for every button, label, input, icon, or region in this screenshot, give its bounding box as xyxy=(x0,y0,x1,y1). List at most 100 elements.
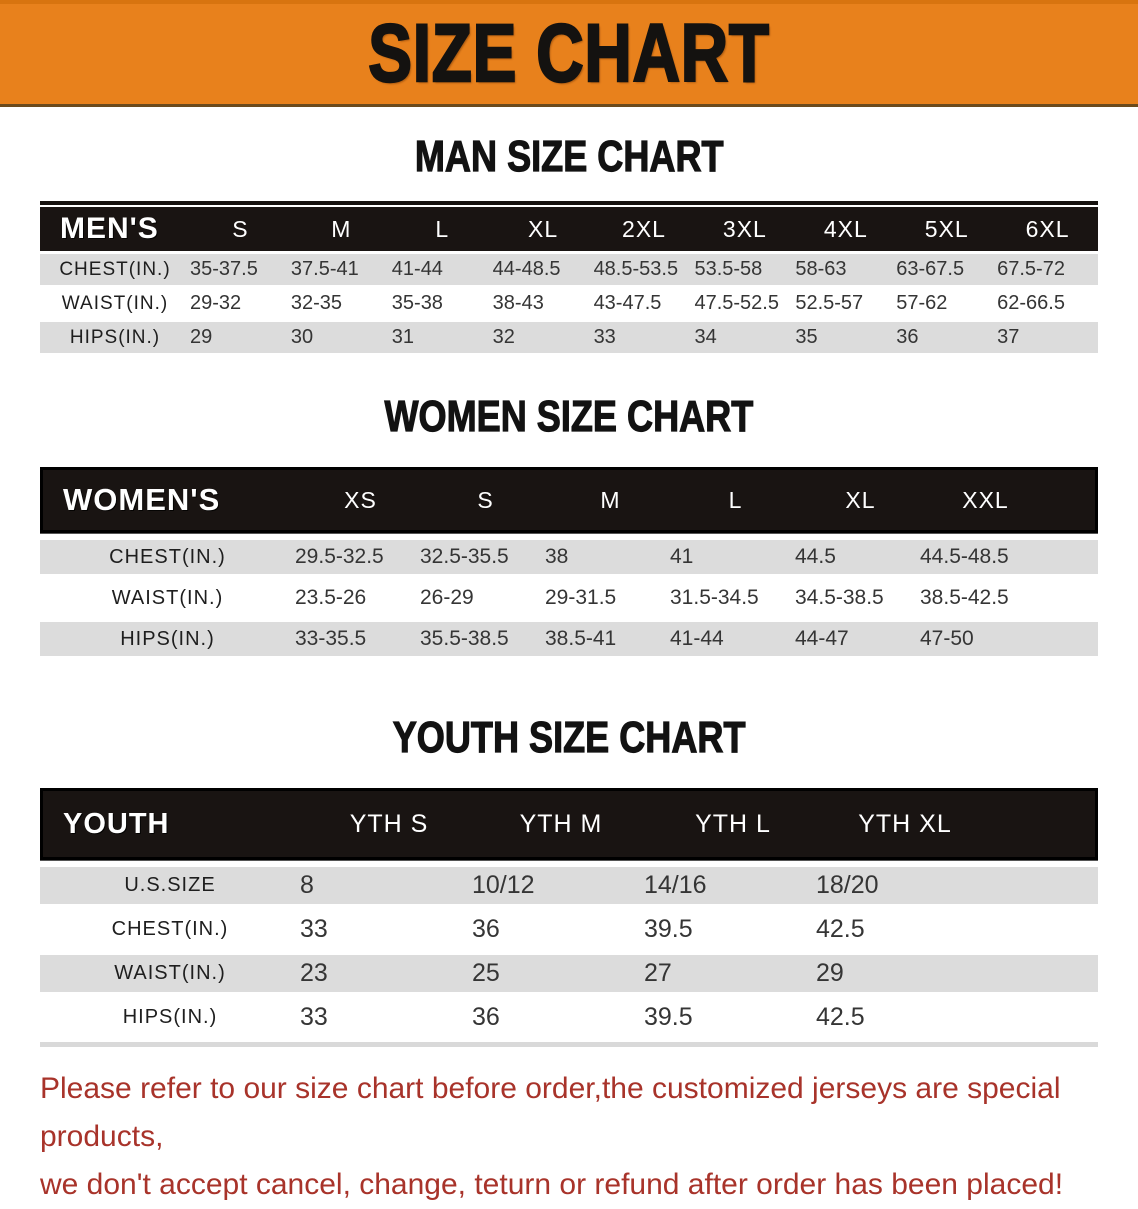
youth-table-label: YOUTH xyxy=(63,807,170,840)
women-section-heading: WOMEN SIZE CHART xyxy=(0,392,1138,441)
women-column-header: XL xyxy=(845,486,876,513)
row-label: U.S.SIZE xyxy=(124,874,216,896)
data-cell: 38.5-42.5 xyxy=(920,586,1009,609)
youth-ussize-row: U.S.SIZE 8 10/12 14/16 18/20 xyxy=(40,867,1098,904)
row-label: WAIST(IN.) xyxy=(114,962,226,984)
men-column-header: 5XL xyxy=(924,215,969,242)
men-section-heading: MAN SIZE CHART xyxy=(0,134,1138,179)
data-cell: 29-32 xyxy=(190,292,242,314)
disclaimer-line-2: we don't accept cancel, change, teturn o… xyxy=(40,1168,1064,1201)
row-label: WAIST(IN.) xyxy=(111,586,224,609)
youth-column-header: YTH L xyxy=(695,809,771,838)
banner-title: SIZE CHART xyxy=(367,8,770,99)
youth-section-heading-text: YOUTH SIZE CHART xyxy=(392,713,746,762)
men-column-header: 6XL xyxy=(1025,215,1070,242)
data-cell: 35-38 xyxy=(391,292,443,314)
women-column-header: XS xyxy=(344,486,377,513)
data-cell: 38-43 xyxy=(492,292,544,314)
row-label: CHEST(IN.) xyxy=(111,918,229,940)
data-cell: 41-44 xyxy=(391,258,443,280)
women-column-header: M xyxy=(600,486,621,513)
data-cell: 29.5-32.5 xyxy=(295,545,384,568)
size-chart-banner: SIZE CHART xyxy=(0,0,1138,107)
data-cell: 34.5-38.5 xyxy=(795,586,884,609)
data-cell: 10/12 xyxy=(472,871,535,899)
women-section-heading-text: WOMEN SIZE CHART xyxy=(384,392,754,441)
data-cell: 62-66.5 xyxy=(997,292,1065,314)
youth-column-header: YTH XL xyxy=(858,809,952,838)
women-table-header-row: WOMEN'S XS S M L XL XXL xyxy=(40,467,1098,533)
women-column-header: XXL xyxy=(962,486,1009,513)
men-column-header: S xyxy=(232,215,249,242)
data-cell: 29-31.5 xyxy=(545,586,617,609)
data-cell: 67.5-72 xyxy=(997,258,1065,280)
data-cell: 31 xyxy=(391,326,415,348)
women-chest-row: CHEST(IN.) 29.5-32.5 32.5-35.5 38 41 44.… xyxy=(40,540,1098,574)
data-cell: 33-35.5 xyxy=(295,627,367,650)
data-cell: 37 xyxy=(997,326,1020,348)
data-cell: 44.5-48.5 xyxy=(920,545,1009,568)
youth-waist-row: WAIST(IN.) 23 25 27 29 xyxy=(40,955,1098,992)
women-waist-row: WAIST(IN.) 23.5-26 26-29 29-31.5 31.5-34… xyxy=(40,581,1098,615)
data-cell: 23 xyxy=(300,959,328,987)
bottom-divider xyxy=(40,1042,1098,1047)
data-cell: 39.5 xyxy=(644,1003,693,1031)
row-label: CHEST(IN.) xyxy=(109,545,226,568)
data-cell: 8 xyxy=(300,871,314,899)
data-cell: 35.5-38.5 xyxy=(420,627,509,650)
data-cell: 33 xyxy=(300,915,328,943)
data-cell: 38 xyxy=(545,545,569,568)
data-cell: 47-50 xyxy=(920,627,974,650)
data-cell: 31.5-34.5 xyxy=(670,586,759,609)
data-cell: 32-35 xyxy=(290,292,343,314)
men-column-header: XL xyxy=(528,215,559,242)
data-cell: 25 xyxy=(472,959,500,987)
data-cell: 36 xyxy=(472,915,500,943)
men-column-header: 3XL xyxy=(722,215,767,242)
data-cell: 33 xyxy=(593,326,616,348)
men-column-header: 4XL xyxy=(823,215,868,242)
data-cell: 37.5-41 xyxy=(290,258,359,280)
data-cell: 53.5-58 xyxy=(694,258,763,280)
data-cell: 36 xyxy=(896,326,919,348)
men-hips-row: HIPS(IN.) 29 30 31 32 33 34 35 36 37 xyxy=(40,322,1098,353)
men-size-table: MEN'S S M L XL 2XL 3XL 4XL 5XL 6XL CHEST… xyxy=(40,201,1098,353)
data-cell: 33 xyxy=(300,1003,328,1031)
data-cell: 35-37.5 xyxy=(190,258,258,280)
women-hips-row: HIPS(IN.) 33-35.5 35.5-38.5 38.5-41 41-4… xyxy=(40,622,1098,656)
women-column-header: L xyxy=(728,486,743,513)
data-cell: 57-62 xyxy=(896,292,948,314)
data-cell: 42.5 xyxy=(816,915,865,943)
row-label: HIPS(IN.) xyxy=(122,1006,218,1028)
data-cell: 42.5 xyxy=(816,1003,865,1031)
data-cell: 35 xyxy=(795,326,818,348)
youth-section-heading: YOUTH SIZE CHART xyxy=(0,713,1138,762)
data-cell: 63-67.5 xyxy=(896,258,965,280)
data-cell: 18/20 xyxy=(816,871,879,899)
data-cell: 48.5-53.5 xyxy=(593,258,679,280)
youth-column-header: YTH S xyxy=(349,809,429,838)
men-column-header: L xyxy=(435,215,450,242)
men-waist-row: WAIST(IN.) 29-32 32-35 35-38 38-43 43-47… xyxy=(40,288,1098,319)
data-cell: 38.5-41 xyxy=(545,627,617,650)
men-column-header: 2XL xyxy=(622,215,666,242)
data-cell: 44.5 xyxy=(795,545,836,568)
youth-hips-row: HIPS(IN.) 33 36 39.5 42.5 xyxy=(40,999,1098,1036)
data-cell: 32 xyxy=(492,326,515,348)
data-cell: 26-29 xyxy=(420,586,474,609)
data-cell: 41 xyxy=(670,545,694,568)
data-cell: 32.5-35.5 xyxy=(420,545,509,568)
men-table-label: MEN'S xyxy=(60,212,159,245)
data-cell: 29 xyxy=(816,959,844,987)
youth-chest-row: CHEST(IN.) 33 36 39.5 42.5 xyxy=(40,911,1098,948)
men-chest-row: CHEST(IN.) 35-37.5 37.5-41 41-44 44-48.5… xyxy=(40,254,1098,285)
youth-table-header-row: YOUTH YTH S YTH M YTH L YTH XL xyxy=(40,788,1098,860)
data-cell: 34 xyxy=(694,326,717,348)
data-cell: 39.5 xyxy=(644,915,693,943)
youth-size-table: YOUTH YTH S YTH M YTH L YTH XL U.S.SIZE … xyxy=(40,788,1098,1036)
women-table-label: WOMEN'S xyxy=(63,482,221,517)
data-cell: 27 xyxy=(644,959,672,987)
disclaimer-note: Please refer to our size chart before or… xyxy=(40,1065,1108,1209)
row-label: CHEST(IN.) xyxy=(59,258,171,280)
row-label: WAIST(IN.) xyxy=(61,292,169,314)
